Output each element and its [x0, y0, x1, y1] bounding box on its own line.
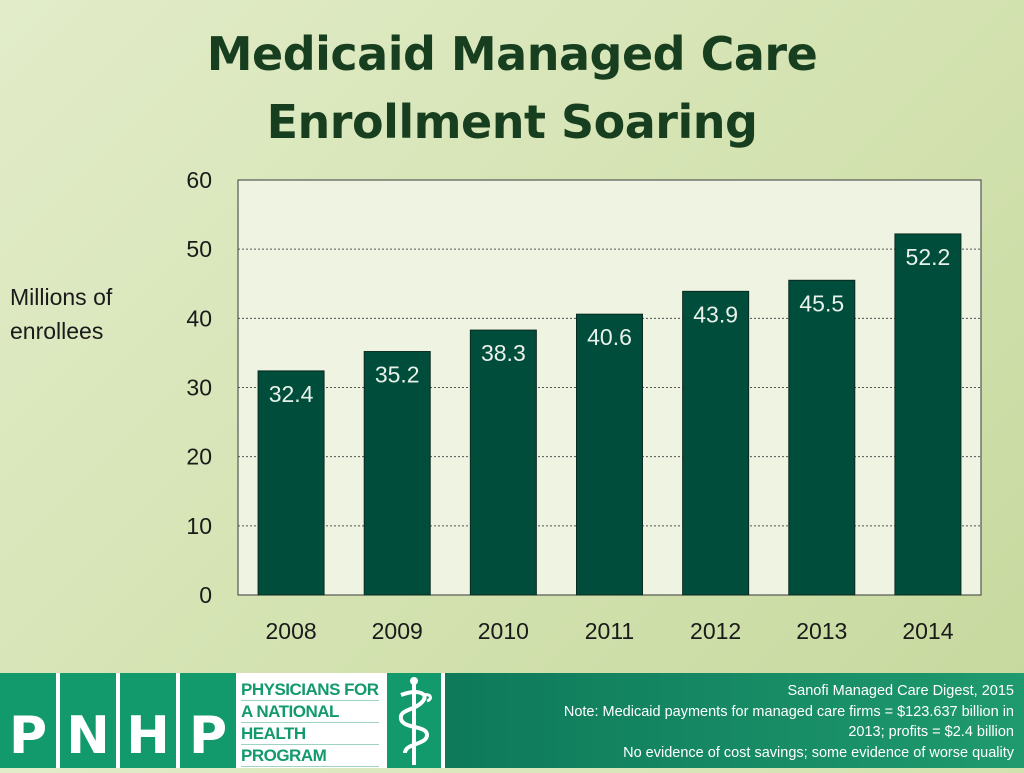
y-tick-label: 10: [186, 513, 212, 539]
note-line-2: Note: Medicaid payments for managed care…: [563, 703, 1014, 720]
title-line-1: Medicaid Managed Care: [206, 27, 818, 81]
note-line-1: Sanofi Managed Care Digest, 2015: [787, 683, 1014, 699]
bar: [788, 279, 856, 596]
y-tick-label: 20: [186, 444, 212, 470]
x-tick-label: 2014: [902, 618, 953, 644]
note-line-3: 2013; profits = $2.4 billion: [848, 724, 1014, 740]
data-label: 45.5: [799, 290, 844, 316]
logo-letter-p2: P: [180, 673, 236, 768]
x-tick-label: 2011: [585, 618, 634, 644]
data-label: 40.6: [587, 324, 632, 350]
source-notes: Sanofi Managed Care Digest, 2015 Note: M…: [454, 681, 1014, 763]
y-tick-label: 40: [186, 305, 212, 331]
y-tick-label: 0: [199, 582, 212, 608]
data-label: 35.2: [375, 362, 420, 388]
bar: [257, 370, 325, 596]
data-label: 32.4: [269, 381, 314, 407]
x-tick-label: 2009: [372, 618, 423, 644]
logo-word-2: A NATIONAL: [241, 701, 379, 723]
logo-word-1: PHYSICIANS FOR: [241, 680, 379, 701]
bar: [576, 313, 643, 596]
y-axis-title: Millions of enrollees: [10, 284, 113, 344]
logo-words: PHYSICIANS FOR A NATIONAL HEALTH PROGRAM: [241, 679, 379, 767]
bar: [894, 233, 962, 596]
bar: [363, 351, 431, 596]
data-label: 38.3: [481, 340, 526, 366]
logo-letter-n: N: [60, 673, 116, 768]
data-label: 43.9: [693, 301, 738, 327]
x-tick-label: 2012: [690, 618, 741, 644]
x-tick-label: 2010: [478, 618, 529, 644]
bar: [682, 290, 750, 596]
logo-word-3: HEALTH: [241, 723, 379, 745]
logo-word-4: PROGRAM: [241, 745, 379, 767]
note-line-4: No evidence of cost savings; some eviden…: [623, 744, 1014, 761]
slide-title: Medicaid Managed Care Enrollment Soaring: [0, 20, 1024, 156]
data-label: 52.2: [906, 244, 951, 270]
x-tick-label: 2008: [265, 618, 316, 644]
y-tick-label: 50: [186, 236, 212, 262]
x-tick-label: 2013: [796, 618, 847, 644]
logo-letter-p1: P: [0, 673, 56, 768]
logo-letters: P N H P: [0, 673, 236, 768]
pnhp-logo: P N H P PHYSICIANS FOR A NATIONAL HEALTH…: [0, 673, 445, 768]
logo-letter-h: H: [120, 673, 176, 768]
bar-chart: 0 10 20 30 40 50 60 32.4 2008 35.2 2009 38.3 2010 40.…: [186, 167, 982, 644]
bar: [469, 329, 537, 596]
y-tick-label: 30: [186, 375, 212, 401]
footer-banner: P N H P PHYSICIANS FOR A NATIONAL HEALTH…: [0, 673, 1024, 768]
title-line-2: Enrollment Soaring: [266, 95, 758, 149]
y-tick-label: 60: [186, 167, 212, 193]
caduceus-icon: [387, 673, 441, 768]
